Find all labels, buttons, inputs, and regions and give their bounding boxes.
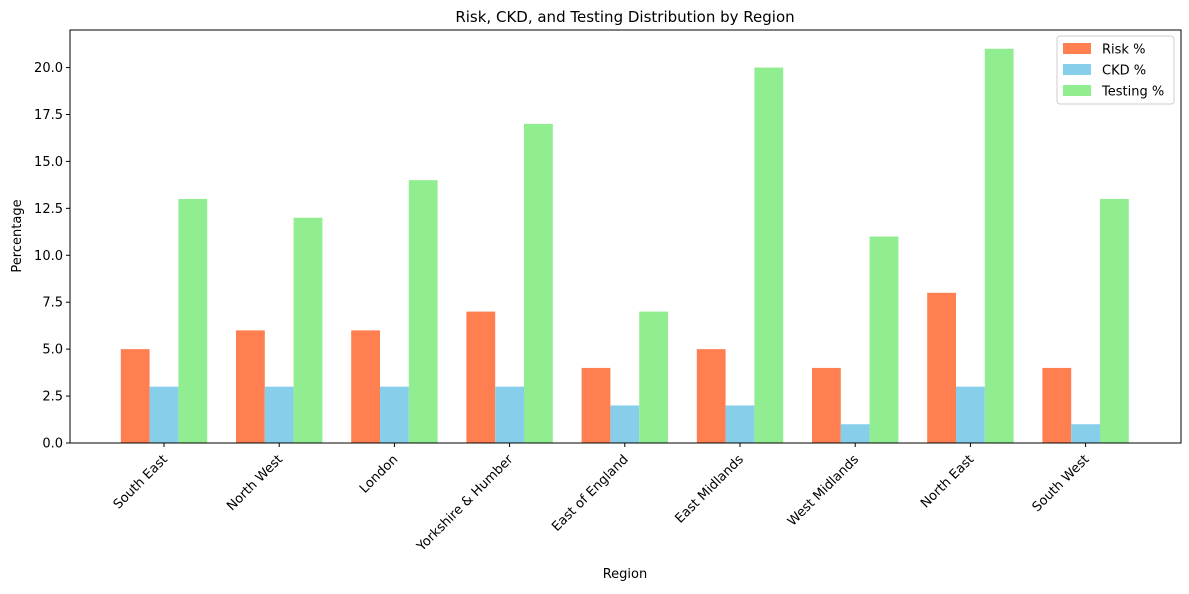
bar-ckd-1 bbox=[264, 386, 294, 443]
x-tick-label: London bbox=[357, 452, 401, 496]
x-tick-label: North West bbox=[224, 452, 286, 514]
bar-ckd-5 bbox=[725, 405, 755, 443]
y-tick-label: 10.0 bbox=[34, 249, 63, 264]
bar-ckd-7 bbox=[956, 386, 985, 443]
legend-label: Risk % bbox=[1102, 43, 1145, 58]
bar-ckd-4 bbox=[610, 405, 640, 443]
x-tick-label: South East bbox=[111, 452, 171, 512]
y-tick-label: 0.0 bbox=[42, 437, 63, 452]
bar-ckd-2 bbox=[380, 386, 409, 443]
x-tick-label: North East bbox=[918, 452, 977, 511]
bar-testing-6 bbox=[869, 236, 899, 443]
legend-label: Testing % bbox=[1101, 85, 1164, 100]
y-tick-label: 5.0 bbox=[42, 343, 63, 358]
legend-swatch bbox=[1063, 85, 1091, 96]
y-tick-label: 2.5 bbox=[42, 390, 63, 405]
bar-testing-5 bbox=[754, 67, 784, 443]
bar-risk-8 bbox=[1042, 367, 1072, 443]
bar-ckd-0 bbox=[149, 386, 179, 443]
y-tick-label: 20.0 bbox=[34, 61, 63, 76]
x-tick-label: East Midlands bbox=[673, 452, 747, 526]
x-tick-label: South West bbox=[1030, 452, 1093, 515]
bar-testing-7 bbox=[984, 48, 1014, 443]
bar-risk-4 bbox=[581, 367, 611, 443]
bar-risk-7 bbox=[927, 292, 956, 443]
bar-ckd-3 bbox=[495, 386, 524, 443]
legend-swatch bbox=[1063, 64, 1091, 75]
x-axis-title: Region bbox=[603, 567, 648, 582]
bar-risk-5 bbox=[696, 349, 726, 443]
x-tick-label: West Midlands bbox=[785, 452, 862, 529]
bar-risk-3 bbox=[466, 311, 496, 443]
plot-frame bbox=[69, 29, 1182, 444]
chart-title: Risk, CKD, and Testing Distribution by R… bbox=[455, 8, 794, 26]
bar-testing-1 bbox=[293, 217, 323, 443]
y-tick-label: 7.5 bbox=[42, 296, 63, 311]
bar-risk-1 bbox=[236, 330, 265, 443]
bar-testing-4 bbox=[639, 311, 668, 443]
y-tick-label: 17.5 bbox=[34, 108, 63, 123]
y-tick-label: 12.5 bbox=[34, 202, 63, 217]
legend-swatch bbox=[1063, 43, 1091, 54]
bar-risk-6 bbox=[812, 367, 841, 443]
bars-layer bbox=[120, 48, 1129, 443]
bar-risk-2 bbox=[351, 330, 380, 443]
bar-testing-2 bbox=[408, 180, 438, 443]
x-tick-label: East of England bbox=[549, 452, 631, 534]
y-tick-label: 15.0 bbox=[34, 155, 63, 170]
bar-testing-3 bbox=[524, 123, 553, 443]
bar-risk-0 bbox=[120, 349, 150, 443]
legend-label: CKD % bbox=[1102, 64, 1146, 79]
y-axis: 0.0 2.5 5.0 7.5 10.0 12.5 15.0 17.5 20.0 bbox=[34, 61, 70, 452]
bar-testing-8 bbox=[1100, 198, 1129, 443]
x-axis: South East North West London Yorkshire & Hu… bbox=[111, 443, 1093, 555]
legend: Risk % CKD % Testing % bbox=[1056, 35, 1175, 105]
x-tick-label: Yorkshire & Humber bbox=[414, 452, 517, 555]
bar-ckd-6 bbox=[840, 424, 870, 443]
y-axis-title: Percentage bbox=[10, 199, 25, 272]
bar-ckd-8 bbox=[1071, 424, 1100, 443]
bar-testing-0 bbox=[178, 198, 208, 443]
